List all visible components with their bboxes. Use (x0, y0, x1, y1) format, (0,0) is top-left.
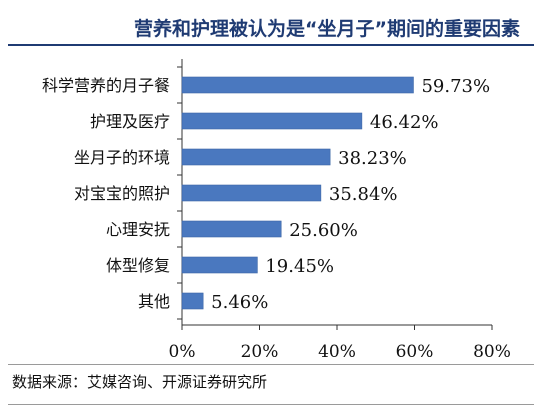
bar (181, 292, 204, 310)
x-tick-label: 80% (473, 342, 511, 362)
bar (181, 112, 363, 130)
category-label: 体型修复 (106, 256, 170, 275)
chart-title: 营养和护理被认为是“坐月子”期间的重要因素 (134, 18, 520, 40)
x-tick-label: 0% (169, 342, 196, 362)
category-label: 护理及医疗 (90, 112, 170, 131)
data-label: 35.84% (329, 184, 398, 205)
x-tick-label: 20% (241, 342, 279, 362)
x-tick-label: 60% (396, 342, 434, 362)
category-label: 坐月子的环境 (74, 148, 170, 167)
bar (181, 220, 282, 238)
bar (181, 184, 322, 202)
data-label: 25.60% (289, 220, 358, 241)
category-label: 心理安抚 (106, 220, 170, 239)
x-tick-label: 40% (318, 342, 356, 362)
bottom-divider (8, 404, 534, 405)
data-label: 46.42% (370, 112, 439, 133)
bar (181, 76, 414, 94)
data-label: 19.45% (265, 256, 334, 277)
category-label: 科学营养的月子餐 (42, 76, 170, 95)
title-bar: 营养和护理被认为是“坐月子”期间的重要因素 (8, 0, 534, 46)
bar (181, 148, 331, 166)
source-divider (8, 364, 534, 365)
category-label: 其他 (138, 292, 170, 311)
source-note: 数据来源：艾媒咨询、开源证券研究所 (12, 373, 268, 391)
data-label: 59.73% (421, 76, 490, 97)
bar (181, 256, 258, 274)
bar-chart: 0% 20% 40% 60% 80% 科学营养的月子餐 59.73% 护理及医疗 46.42% 坐… (42, 59, 511, 362)
data-label: 5.46% (211, 292, 268, 313)
data-label: 38.23% (338, 148, 407, 169)
category-label: 对宝宝的照护 (74, 184, 170, 203)
